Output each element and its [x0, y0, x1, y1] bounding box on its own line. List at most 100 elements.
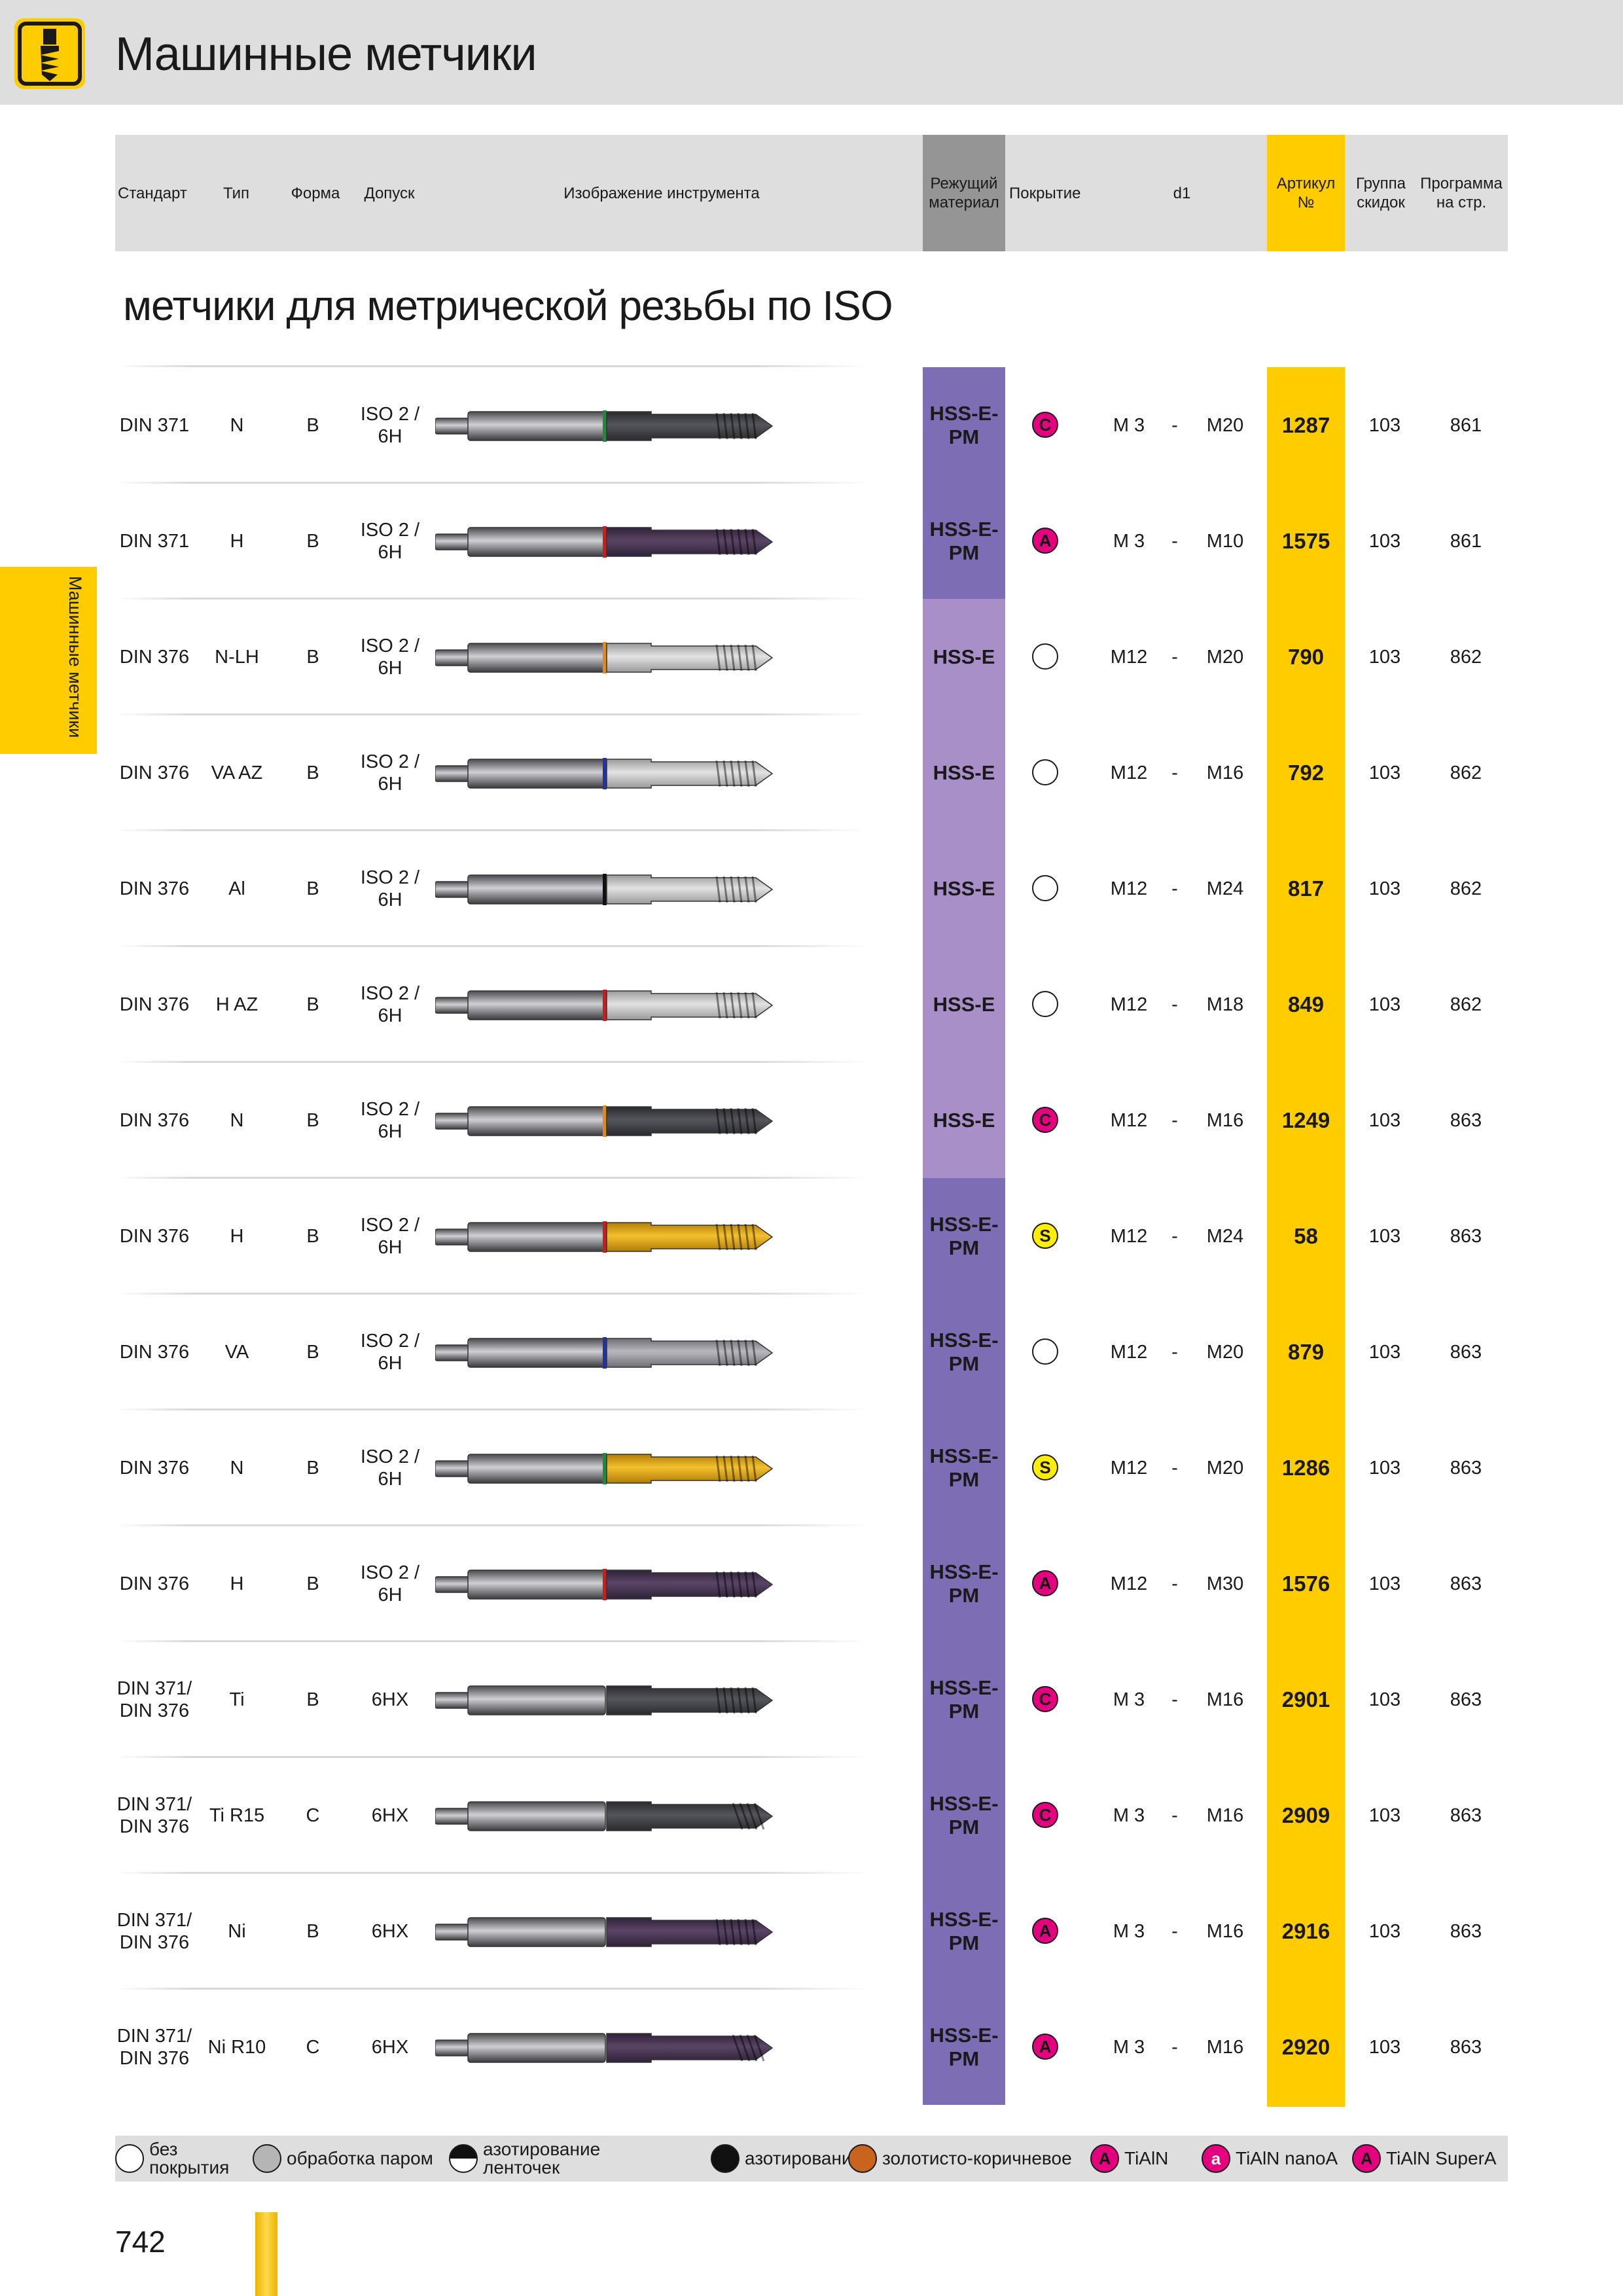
cell-article: 1249 — [1281, 1107, 1330, 1132]
tap-image — [435, 633, 776, 686]
cell-material: HSS-E-PM — [929, 517, 999, 564]
cell-tolerance: ISO 2 / 6H — [360, 403, 420, 447]
material-segment — [923, 483, 1005, 599]
tialn-nanoa-icon: a — [1202, 2144, 1230, 2173]
row-divider — [115, 365, 868, 367]
cell-d1-to: M24 — [1206, 1225, 1244, 1247]
tap-image — [435, 2023, 776, 2076]
cell-standard: DIN 371 — [119, 414, 190, 436]
tap-image — [435, 1907, 776, 1960]
tialn-nanoa-c-icon: C — [1032, 412, 1058, 438]
cell-standard: DIN 376 — [119, 1109, 190, 1131]
cell-type: N — [230, 1109, 244, 1131]
tap-image — [435, 749, 776, 802]
row-divider — [115, 1524, 868, 1526]
legend-label: TiAlN SuperA — [1386, 2148, 1497, 2168]
nitriding-icon — [711, 2144, 740, 2173]
cell-d1-dash: - — [1171, 1225, 1178, 1247]
legend-item: обработка паром — [253, 2136, 433, 2181]
material-segment — [923, 1641, 1005, 1757]
tialn-a-icon: A — [1032, 2034, 1058, 2060]
row-divider — [115, 1640, 868, 1642]
cell-tolerance: ISO 2 / 6H — [360, 1098, 420, 1142]
tap-image — [435, 1676, 776, 1729]
table-row: DIN 376 VA B ISO 2 / 6H HSS-E-PM M12 - — [0, 1294, 1623, 1410]
material-segment — [923, 367, 1005, 483]
table-header: Стандарт Тип Форма Допуск Изображение ин… — [115, 135, 1508, 251]
table-row: DIN 376 H AZ B ISO 2 / 6H HSS-E M12 - — [0, 946, 1623, 1062]
legend-label: обработка паром — [287, 2148, 433, 2168]
cell-tolerance: ISO 2 / 6H — [360, 867, 420, 910]
cell-standard: DIN 376 — [119, 1457, 190, 1479]
tap-image — [435, 1560, 776, 1613]
cell-d1-from: M 3 — [1113, 1920, 1145, 1942]
cell-d1-from: M12 — [1110, 1457, 1148, 1479]
row-divider — [115, 945, 868, 947]
cell-d1-from: M 3 — [1113, 414, 1145, 436]
uncoated-icon — [115, 2144, 144, 2173]
table-row: DIN 376 N-LH B ISO 2 / 6H HSS-E M12 - — [0, 599, 1623, 715]
cell-d1-to: M24 — [1206, 878, 1244, 899]
cell-form: B — [306, 1341, 319, 1363]
cell-tolerance: ISO 2 / 6H — [360, 1446, 420, 1490]
row-divider — [115, 1061, 868, 1063]
cell-program: 863 — [1450, 1689, 1482, 1710]
cell-form: B — [306, 762, 319, 783]
row-divider — [115, 1177, 868, 1179]
cell-d1-dash: - — [1171, 1920, 1178, 1942]
tialn-nanoa-c-icon: C — [1032, 1686, 1058, 1712]
tap-image — [435, 1791, 776, 1844]
material-segment — [923, 1757, 1005, 1873]
tialn-nanoa-c-icon: C — [1032, 1802, 1058, 1828]
cell-article: 1575 — [1281, 528, 1330, 553]
cell-article: 790 — [1287, 644, 1325, 669]
tialn-icon: A — [1090, 2144, 1119, 2173]
cell-d1-to: M20 — [1206, 1457, 1244, 1479]
material-segment — [923, 1410, 1005, 1526]
cell-discount: 103 — [1368, 762, 1401, 783]
section-title: метчики для метрической резьбы по ISO — [123, 282, 893, 329]
cell-form: B — [306, 878, 319, 899]
cell-tolerance: ISO 2 / 6H — [360, 1562, 420, 1605]
tap-image — [435, 865, 776, 918]
cell-d1-to: M20 — [1206, 1341, 1244, 1363]
table-row: DIN 371/ DIN 376 Ni B 6HX HSS-E-PM A M 3 — [0, 1873, 1623, 1989]
cell-tolerance: 6HX — [371, 1920, 409, 1942]
cell-d1-dash: - — [1171, 414, 1178, 436]
cell-form: B — [306, 1920, 319, 1942]
cell-material: HSS-E-PM — [929, 1328, 999, 1375]
cell-standard: DIN 371/ DIN 376 — [116, 1677, 192, 1721]
cell-article: 2901 — [1281, 1687, 1330, 1712]
cell-d1-to: M16 — [1206, 1689, 1244, 1710]
steam-treatment-icon — [253, 2144, 281, 2173]
cell-program: 863 — [1450, 1573, 1482, 1594]
cell-type: Ti R15 — [209, 1804, 265, 1826]
cell-d1-from: M12 — [1110, 878, 1148, 899]
cell-d1-to: M10 — [1206, 530, 1244, 552]
table-row: DIN 376 VA AZ B ISO 2 / 6H HSS-E M12 - — [0, 715, 1623, 831]
table-row: DIN 376 Al B ISO 2 / 6H HSS-E M12 - — [0, 831, 1623, 946]
cell-program: 863 — [1450, 1457, 1482, 1479]
legend-item: азотирование ленточек — [449, 2136, 633, 2181]
cell-discount: 103 — [1368, 994, 1401, 1015]
cell-d1-from: M12 — [1110, 1341, 1148, 1363]
cell-standard: DIN 376 — [119, 762, 190, 783]
cell-article: 792 — [1287, 760, 1325, 785]
cell-tolerance: 6HX — [371, 1804, 409, 1826]
cell-form: B — [306, 1109, 319, 1131]
cell-type: H — [230, 530, 244, 552]
cell-material: HSS-E-PM — [929, 1212, 999, 1259]
cell-discount: 103 — [1368, 2036, 1401, 2058]
row-divider — [115, 1872, 868, 1874]
cell-material: HSS-E-PM — [929, 1907, 999, 1954]
table-row: DIN 376 N B ISO 2 / 6H HSS-E C M12 - — [0, 1062, 1623, 1178]
cell-standard: DIN 376 — [119, 878, 190, 899]
legend-label: азотирование ленточек — [483, 2139, 601, 2178]
table-row: DIN 376 H B ISO 2 / 6H HSS-E-PM S M12 - — [0, 1178, 1623, 1294]
material-segment — [923, 599, 1005, 715]
table-row: DIN 371/ DIN 376 Ti B 6HX HSS-E-PM C M 3 — [0, 1641, 1623, 1757]
cell-discount: 103 — [1368, 1689, 1401, 1710]
coating-legend: без покрытия обработка паром азотировани… — [115, 2136, 1508, 2181]
cell-type: Ti — [229, 1689, 245, 1710]
cell-discount: 103 — [1368, 878, 1401, 899]
